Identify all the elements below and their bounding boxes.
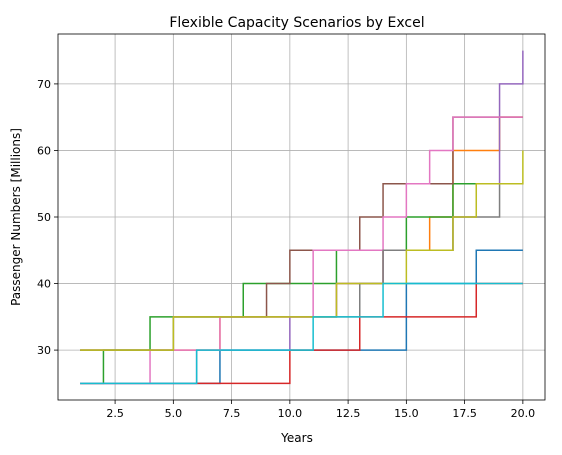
x-tick-label-3: 10.0 (278, 407, 303, 420)
x-axis-label: Years (280, 431, 313, 445)
x-tick-label-0: 2.5 (106, 407, 124, 420)
y-tick-label-4: 70 (37, 78, 51, 91)
chart-title: Flexible Capacity Scenarios by Excel (169, 15, 424, 31)
x-tick-label-6: 17.5 (452, 407, 477, 420)
series-line-10 (80, 282, 523, 385)
series-group (80, 50, 524, 385)
x-tick-label-1: 5.0 (165, 407, 183, 420)
x-tick-label-4: 12.5 (336, 407, 361, 420)
y-tick-label-1: 40 (37, 278, 51, 291)
y-tick-label-3: 60 (37, 144, 51, 157)
series-line-3 (80, 182, 523, 385)
x-tick-label-2: 7.5 (223, 407, 241, 420)
y-axis-ticks: 30 40 50 60 70 (37, 78, 58, 357)
x-tick-label-5: 15.0 (394, 407, 419, 420)
series-line-9 (80, 150, 524, 351)
y-tick-label-0: 30 (37, 344, 51, 357)
x-axis-ticks: 2.5 5.0 7.5 10.0 12.5 15.0 17.5 20.0 (106, 400, 535, 420)
y-tick-label-2: 50 (37, 211, 51, 224)
y-axis-label: Passenger Numbers [Millions] (9, 128, 23, 306)
x-tick-label-7: 20.0 (511, 407, 536, 420)
